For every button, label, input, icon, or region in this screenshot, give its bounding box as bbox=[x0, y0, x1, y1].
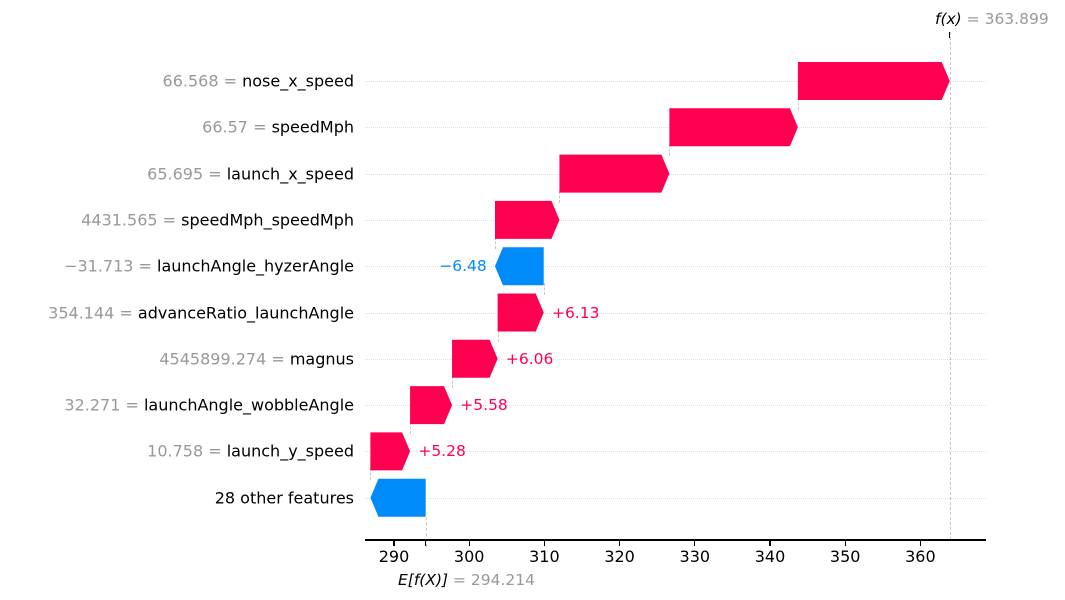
grid-line bbox=[365, 81, 986, 82]
feature-name: speedMph_speedMph bbox=[181, 210, 354, 230]
x-tick-label: 360 bbox=[905, 547, 936, 566]
feature-label: 66.568 = nose_x_speed bbox=[163, 72, 354, 91]
feature-name: launchAngle_hyzerAngle bbox=[157, 256, 354, 276]
feature-value: 4431.565 = bbox=[81, 210, 182, 230]
positive-bar bbox=[410, 386, 453, 425]
feature-label: 28 other features bbox=[215, 488, 354, 507]
feature-name: launch_x_speed bbox=[226, 164, 354, 184]
x-tick-label: 300 bbox=[453, 547, 485, 566]
feature-label: 4545899.274 = magnus bbox=[159, 349, 354, 368]
x-tick-label: 350 bbox=[829, 547, 861, 566]
x-tick bbox=[468, 540, 470, 546]
positive-bar bbox=[669, 108, 798, 147]
feature-label: 65.695 = launch_x_speed bbox=[147, 164, 354, 183]
positive-bar bbox=[494, 200, 560, 239]
x-tick-label: 290 bbox=[378, 547, 410, 566]
x-tick bbox=[393, 540, 395, 546]
connector-line bbox=[669, 144, 671, 157]
feature-label: −31.713 = launchAngle_hyzerAngle bbox=[64, 257, 354, 276]
connector-line bbox=[370, 468, 372, 481]
connector-line bbox=[497, 329, 499, 342]
connector-line bbox=[452, 375, 454, 388]
grid-line bbox=[365, 266, 986, 268]
bar-value-label: −6.48 bbox=[439, 257, 487, 276]
feature-value: 32.271 = bbox=[64, 395, 144, 415]
x-tick bbox=[919, 540, 921, 546]
feature-value: −31.713 = bbox=[64, 256, 158, 276]
grid-line bbox=[365, 173, 986, 175]
x-tick-label: 310 bbox=[529, 547, 560, 566]
output-value-label: f(x) = 363.899 bbox=[935, 10, 1049, 28]
feature-value: 4545899.274 = bbox=[159, 349, 290, 369]
feature-name: launchAngle_wobbleAngle bbox=[143, 395, 354, 415]
bar-value-label: +5.58 bbox=[460, 396, 508, 415]
x-axis bbox=[365, 539, 986, 541]
bar-value-label: +5.28 bbox=[418, 442, 466, 461]
feature-name: 28 other features bbox=[214, 488, 354, 508]
negative-bar bbox=[494, 247, 544, 286]
feature-value: 354.144 = bbox=[48, 303, 138, 322]
x-tick-label: 330 bbox=[679, 547, 711, 566]
grid-line bbox=[365, 497, 986, 499]
positive-bar bbox=[497, 293, 544, 332]
x-tick-label: 340 bbox=[754, 547, 786, 566]
feature-label: 354.144 = advanceRatio_launchAngle bbox=[48, 303, 354, 322]
positive-bar bbox=[370, 432, 411, 471]
x-tick bbox=[694, 540, 696, 546]
bar-value-label: +6.06 bbox=[505, 349, 554, 368]
feature-value: 66.568 = bbox=[162, 71, 243, 91]
output-value-tick bbox=[949, 32, 951, 38]
positive-bar bbox=[559, 154, 670, 193]
base-value-line bbox=[425, 516, 427, 547]
feature-label: 10.758 = launch_y_speed bbox=[147, 442, 354, 461]
feature-label: 66.57 = speedMph bbox=[202, 118, 354, 137]
feature-name: nose_x_speed bbox=[242, 71, 354, 91]
positive-bar bbox=[452, 339, 498, 378]
connector-line bbox=[410, 422, 412, 435]
grid-line bbox=[365, 219, 986, 221]
connector-line bbox=[494, 236, 496, 249]
x-tick bbox=[844, 540, 846, 546]
connector-line bbox=[559, 190, 561, 203]
feature-name: magnus bbox=[289, 349, 354, 369]
output-value-line bbox=[949, 32, 951, 540]
base-value-tick bbox=[425, 540, 427, 546]
base-value-label: E[f(X)] = 294.214 bbox=[398, 571, 536, 589]
feature-name: advanceRatio_launchAngle bbox=[137, 303, 354, 322]
grid-line bbox=[365, 358, 986, 360]
feature-value: 10.758 = bbox=[147, 441, 227, 461]
connector-line bbox=[797, 98, 799, 110]
negative-bar bbox=[370, 478, 426, 517]
feature-label: 32.271 = launchAngle_wobbleAngle bbox=[64, 396, 354, 415]
x-tick bbox=[619, 540, 621, 546]
x-tick bbox=[543, 540, 545, 546]
feature-name: speedMph bbox=[271, 117, 354, 137]
x-tick bbox=[769, 540, 771, 546]
grid-line bbox=[365, 451, 986, 453]
feature-label: 4431.565 = speedMph_speedMph bbox=[81, 210, 354, 229]
feature-value: 65.695 = bbox=[147, 164, 227, 184]
grid-line bbox=[365, 312, 986, 314]
feature-value: 66.57 = bbox=[202, 117, 272, 137]
x-tick-label: 320 bbox=[604, 547, 635, 566]
feature-name: launch_y_speed bbox=[226, 441, 354, 461]
bar-value-label: +6.13 bbox=[551, 303, 600, 322]
connector-line bbox=[543, 283, 545, 296]
grid-line bbox=[365, 405, 986, 407]
positive-bar bbox=[797, 62, 950, 100]
